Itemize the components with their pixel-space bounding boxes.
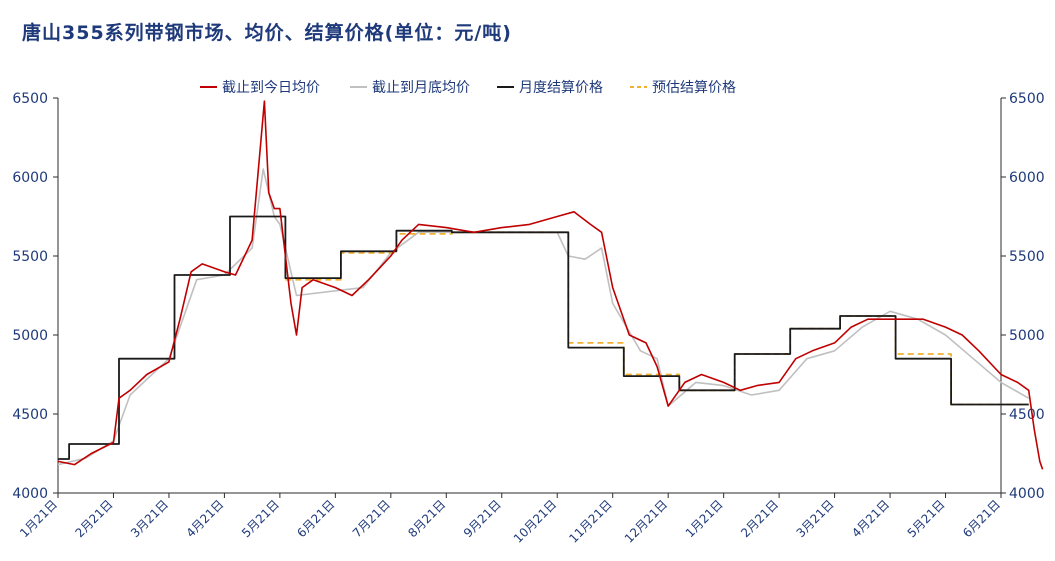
axes <box>57 98 1002 494</box>
x-axis: 1月21日 2月21日 3月21日 4月21日 5月21日 6月21日 7月21日 8月21日… <box>17 493 1003 546</box>
x-tick-label: 6月21日 <box>294 497 337 540</box>
y-tick-label-left: 4000 <box>12 486 48 502</box>
x-tick-label: 10月21日 <box>511 497 559 545</box>
x-tick-label: 8月21日 <box>405 497 448 540</box>
x-tick-label: 1月21日 <box>683 497 726 540</box>
y-tick-label-right: 6000 <box>1009 170 1045 186</box>
y-axis-left: 4000 4500 5000 5500 6000 6500 <box>12 91 58 502</box>
x-tick-label: 5月21日 <box>239 497 282 540</box>
y-tick-label-left: 6000 <box>12 170 48 186</box>
legend-label-3: 预估结算价格 <box>652 80 736 96</box>
x-tick-label: 7月21日 <box>350 497 393 540</box>
series-line-2 <box>58 215 1029 460</box>
chart-title: 唐山355系列带钢市场、均价、结算价格(单位：元/吨) <box>22 22 512 44</box>
y-tick-label-right: 5000 <box>1009 328 1045 344</box>
x-tick-label: 3月21日 <box>128 497 171 540</box>
x-tick-label: 5月21日 <box>905 497 948 540</box>
series-line-0 <box>57 100 1044 470</box>
legend-label-2: 月度结算价格 <box>519 80 603 96</box>
y-tick-label-left: 5500 <box>12 249 48 265</box>
legend-label-0: 截止到今日均价 <box>222 80 320 96</box>
x-tick-label: 4月21日 <box>849 497 892 540</box>
x-tick-label: 4月21日 <box>183 497 226 540</box>
y-tick-label-left: 6500 <box>12 91 48 107</box>
y-tick-label-left: 5000 <box>12 328 48 344</box>
y-tick-label-right: 6500 <box>1009 91 1045 107</box>
x-tick-label: 9月21日 <box>461 497 504 540</box>
legend: 截止到今日均价 截止到月底均价 月度结算价格 预估结算价格 <box>200 80 736 96</box>
y-tick-label-left: 4500 <box>12 407 48 423</box>
x-tick-label: 6月21日 <box>960 497 1003 540</box>
x-tick-label: 1月21日 <box>17 497 60 540</box>
x-tick-label: 12月21日 <box>622 497 670 545</box>
y-tick-label-right: 5500 <box>1009 249 1045 265</box>
x-tick-label: 2月21日 <box>73 497 116 540</box>
x-tick-label: 11月21日 <box>566 497 614 545</box>
y-tick-label-right: 4000 <box>1009 486 1045 502</box>
x-tick-label: 2月21日 <box>738 497 781 540</box>
x-tick-label: 3月21日 <box>794 497 837 540</box>
legend-label-1: 截止到月底均价 <box>372 80 470 96</box>
y-tick-label-right: 4500 <box>1009 407 1045 423</box>
series-group <box>57 100 1044 470</box>
y-axis-right: 4000 4500 5000 5500 6000 6500 <box>1001 91 1045 502</box>
